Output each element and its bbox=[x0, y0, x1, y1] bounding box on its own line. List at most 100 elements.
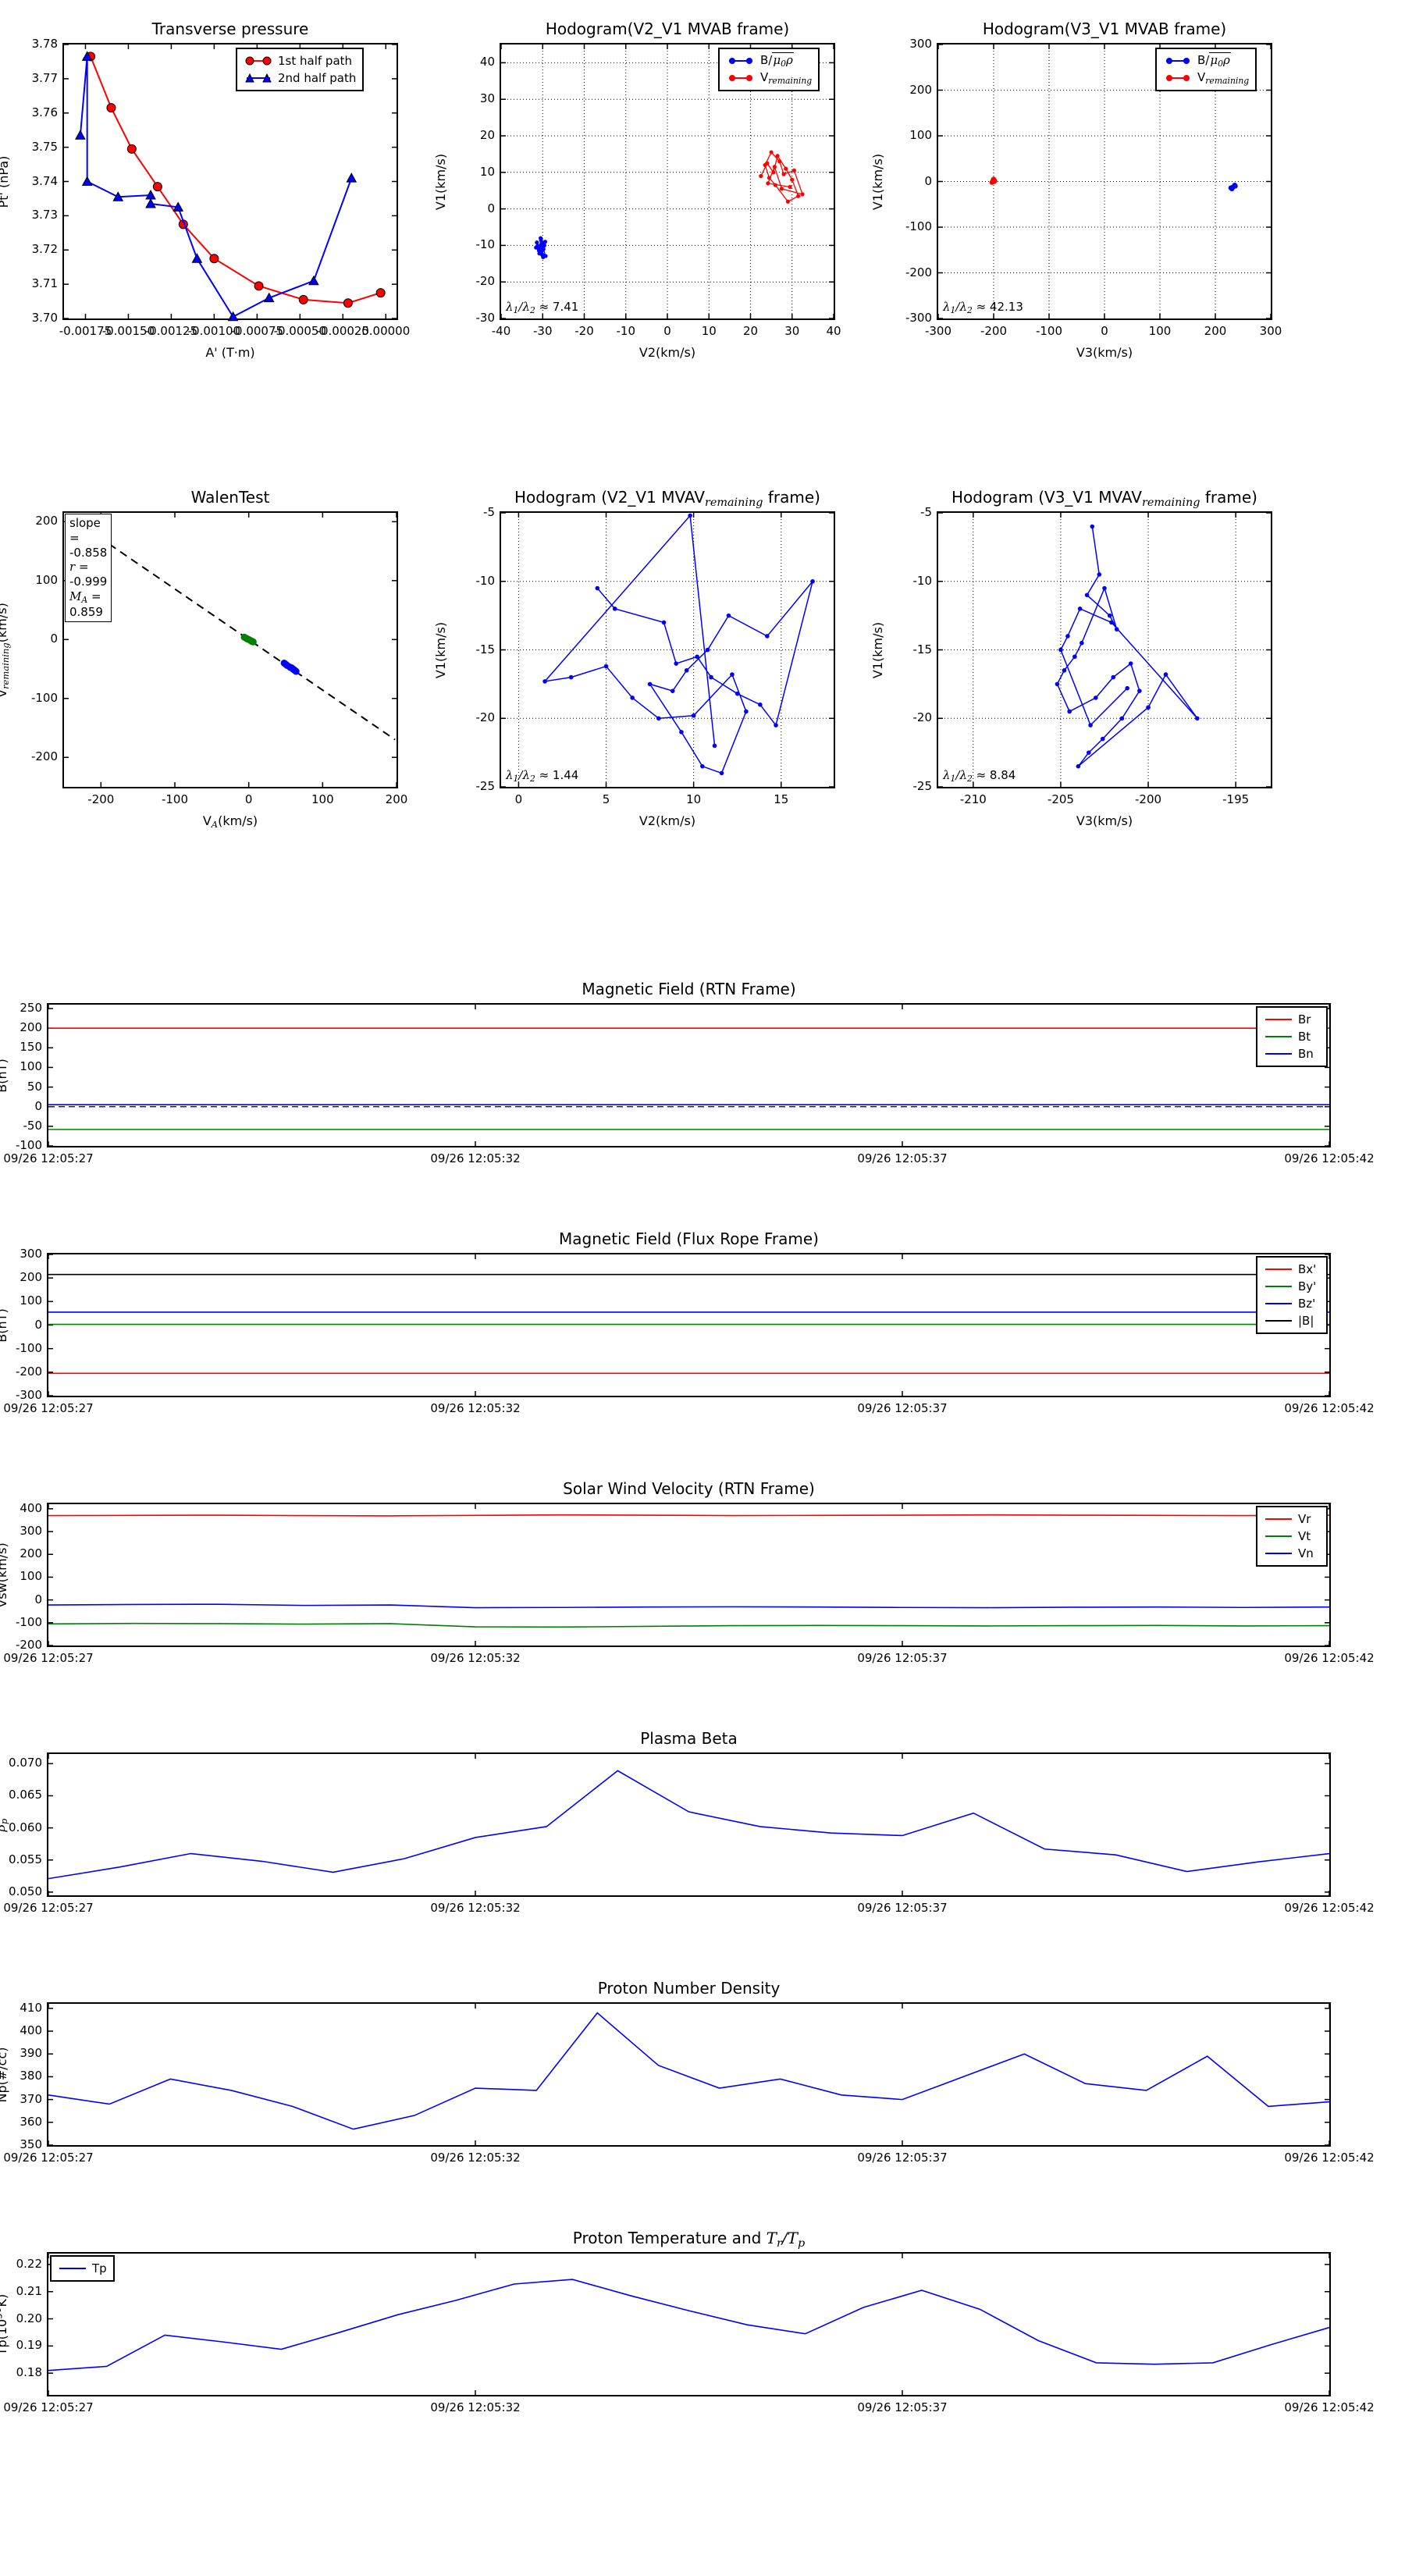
legend-proton-temperature: Tp bbox=[50, 2255, 115, 2282]
ytick-magnetic-field-rtn-0: -100 bbox=[15, 1138, 42, 1152]
ytick-magnetic-field-flux-rope-0: -300 bbox=[15, 1388, 42, 1402]
legend-label-0: Br bbox=[1298, 1012, 1311, 1026]
legend-hodogram-v3v1-mvab: B/μ0ρ Vremaining bbox=[1155, 48, 1257, 91]
ylabel-proton-number-density: Np(#/cc) bbox=[0, 2047, 9, 2102]
legend-entry-transverse-pressure-0: 1st half path bbox=[244, 52, 356, 69]
legend-magnetic-field-flux-rope: Bx' By' Bz' |B| bbox=[1256, 1256, 1328, 1334]
ytick-transverse-pressure-3: 3.73 bbox=[31, 208, 58, 222]
legend-swatch-0 bbox=[1264, 1514, 1293, 1525]
ytick-solar-wind-velocity-rtn-5: 300 bbox=[20, 1524, 42, 1539]
ylabel-magnetic-field-flux-rope: B(nT) bbox=[0, 1308, 9, 1343]
ytick-plasma-beta-4: 0.070 bbox=[9, 1756, 42, 1770]
xtick-magnetic-field-flux-rope-0: 09/26 12:05:27 bbox=[3, 1401, 94, 1415]
ytick-solar-wind-velocity-rtn-3: 100 bbox=[20, 1569, 42, 1584]
ytick-proton-temperature-1: 0.19 bbox=[16, 2338, 42, 2353]
legend-solar-wind-velocity-rtn: Vr Vt Vn bbox=[1256, 1506, 1328, 1567]
xtick-transverse-pressure-3: -0.00100 bbox=[187, 324, 241, 338]
xtick-hodogram-v3v1-mvab-0: -300 bbox=[924, 324, 952, 338]
legend-transverse-pressure: 1st half path 2nd half path bbox=[236, 48, 365, 91]
lambda-ratio-hodogram-v2v1-mvab: λ1/λ2 ≈ 7.41 bbox=[506, 300, 579, 316]
ytick-plasma-beta-1: 0.055 bbox=[9, 1852, 42, 1866]
panel-title-hodogram-v2v1-mvab: Hodogram(V2_V1 MVAB frame) bbox=[545, 20, 790, 38]
legend-entry-hodogram-v3v1-mvab-1: Vremaining bbox=[1163, 69, 1249, 87]
legend-entry-magnetic-field-flux-rope-1: By' bbox=[1264, 1278, 1320, 1295]
ytick-walen-test-4: 200 bbox=[35, 514, 58, 528]
ytick-plasma-beta-3: 0.065 bbox=[9, 1788, 42, 1802]
ytick-hodogram-v2v1-mvav-4: -5 bbox=[483, 505, 495, 519]
panel-title-proton-temperature: Proton Temperature and Tr/Tp bbox=[572, 2229, 806, 2250]
lambda-ratio-hodogram-v3v1-mvav: λ1/λ2 ≈ 8.84 bbox=[943, 768, 1016, 785]
lambda-ratio-hodogram-v3v1-mvab: λ1/λ2 ≈ 42.13 bbox=[943, 300, 1023, 316]
legend-label-0: Vr bbox=[1298, 1512, 1311, 1526]
legend-swatch-2 bbox=[1264, 1048, 1293, 1059]
ytick-hodogram-v2v1-mvab-6: 30 bbox=[479, 91, 495, 106]
walen-ma: MA = 0.859 bbox=[69, 589, 103, 620]
plot-frame-magnetic-field-flux-rope bbox=[47, 1253, 1331, 1397]
xtick-hodogram-v3v1-mvab-5: 200 bbox=[1204, 324, 1227, 338]
ytick-hodogram-v3v1-mvab-4: 100 bbox=[909, 128, 932, 142]
walen-slope: slope = -0.858 bbox=[69, 516, 108, 560]
legend-swatch-1 bbox=[726, 73, 756, 84]
ytick-hodogram-v3v1-mvav-3: -10 bbox=[912, 573, 933, 588]
ytick-hodogram-v3v1-mvab-2: -100 bbox=[905, 219, 932, 233]
ytick-proton-number-density-3: 380 bbox=[20, 2069, 42, 2083]
xtick-solar-wind-velocity-rtn-0: 09/26 12:05:27 bbox=[3, 1651, 94, 1665]
legend-entry-transverse-pressure-1: 2nd half path bbox=[244, 69, 356, 87]
xtick-hodogram-v3v1-mvav-2: -200 bbox=[1135, 792, 1162, 806]
legend-label-1: By' bbox=[1298, 1279, 1317, 1293]
xtick-hodogram-v3v1-mvav-0: -210 bbox=[959, 792, 987, 806]
legend-entry-solar-wind-velocity-rtn-1: Vt bbox=[1264, 1528, 1320, 1545]
ytick-hodogram-v2v1-mvav-3: -10 bbox=[475, 573, 496, 588]
ytick-hodogram-v3v1-mvab-5: 200 bbox=[909, 82, 932, 97]
legend-label-3: |B| bbox=[1298, 1314, 1314, 1328]
ytick-hodogram-v3v1-mvab-3: 0 bbox=[924, 173, 932, 188]
legend-swatch-3 bbox=[1264, 1315, 1293, 1326]
ytick-hodogram-v2v1-mvab-5: 20 bbox=[479, 128, 495, 142]
ytick-hodogram-v2v1-mvab-3: 0 bbox=[487, 201, 495, 215]
ytick-hodogram-v3v1-mvav-4: -5 bbox=[920, 505, 932, 519]
xtick-walen-test-2: 0 bbox=[244, 792, 253, 806]
legend-entry-hodogram-v2v1-mvab-0: B/μ0ρ bbox=[726, 52, 812, 69]
legend-label-2: Vn bbox=[1298, 1546, 1314, 1560]
legend-swatch-1 bbox=[1163, 73, 1193, 84]
ytick-proton-number-density-1: 360 bbox=[20, 2114, 42, 2129]
plot-canvas-hodogram-v3v1-mvav bbox=[938, 512, 1271, 788]
ytick-magnetic-field-rtn-4: 100 bbox=[20, 1059, 42, 1074]
xtick-plasma-beta-1: 09/26 12:05:32 bbox=[430, 1901, 521, 1915]
ytick-transverse-pressure-7: 3.77 bbox=[31, 70, 58, 85]
ytick-proton-temperature-3: 0.21 bbox=[16, 2283, 42, 2298]
xtick-transverse-pressure-4: -0.00075 bbox=[230, 324, 284, 338]
legend-label-1: Vremaining bbox=[1197, 69, 1250, 86]
ylabel-hodogram-v2v1-mvab: V1(km/s) bbox=[433, 153, 448, 210]
legend-swatch-2 bbox=[1264, 1548, 1293, 1559]
ytick-plasma-beta-2: 0.060 bbox=[9, 1820, 42, 1834]
legend-label-1: Vt bbox=[1298, 1529, 1311, 1543]
xlabel-walen-test: VA(km/s) bbox=[202, 813, 258, 831]
legend-label-0: 1st half path bbox=[278, 54, 353, 68]
ylabel-hodogram-v3v1-mvav: V1(km/s) bbox=[870, 621, 885, 678]
ytick-transverse-pressure-0: 3.70 bbox=[31, 311, 58, 325]
walen-stats-box: slope = -0.858 r = -0.999 MA = 0.859 bbox=[65, 514, 112, 622]
panel-title-hodogram-v3v1-mvav: Hodogram (V3_V1 MVAVremaining frame) bbox=[951, 488, 1257, 510]
xlabel-transverse-pressure: A' (T·m) bbox=[205, 345, 255, 360]
plot-canvas-proton-temperature bbox=[48, 2254, 1330, 2395]
ytick-hodogram-v2v1-mvav-0: -25 bbox=[475, 779, 496, 793]
legend-swatch-1 bbox=[1264, 1531, 1293, 1542]
ytick-magnetic-field-rtn-7: 250 bbox=[20, 1001, 42, 1016]
legend-label-0: B/μ0ρ bbox=[760, 52, 794, 69]
plot-canvas-plasma-beta bbox=[48, 1754, 1330, 1895]
xtick-solar-wind-velocity-rtn-3: 09/26 12:05:42 bbox=[1284, 1651, 1375, 1665]
legend-entry-magnetic-field-flux-rope-0: Bx' bbox=[1264, 1261, 1320, 1278]
plot-canvas-transverse-pressure bbox=[64, 44, 397, 322]
xtick-hodogram-v2v1-mvab-6: 20 bbox=[742, 324, 759, 338]
ytick-magnetic-field-rtn-6: 200 bbox=[20, 1020, 42, 1035]
xtick-proton-number-density-3: 09/26 12:05:42 bbox=[1284, 2151, 1375, 2165]
xlabel-hodogram-v2v1-mvav: V2(km/s) bbox=[638, 813, 696, 828]
legend-entry-hodogram-v2v1-mvab-1: Vremaining bbox=[726, 69, 812, 87]
legend-swatch-0 bbox=[244, 55, 273, 66]
xtick-proton-temperature-1: 09/26 12:05:32 bbox=[430, 2400, 521, 2414]
panel-title-hodogram-v3v1-mvab: Hodogram(V3_V1 MVAB frame) bbox=[982, 20, 1227, 38]
ytick-transverse-pressure-8: 3.78 bbox=[31, 37, 58, 51]
plot-frame-plasma-beta bbox=[47, 1752, 1331, 1897]
